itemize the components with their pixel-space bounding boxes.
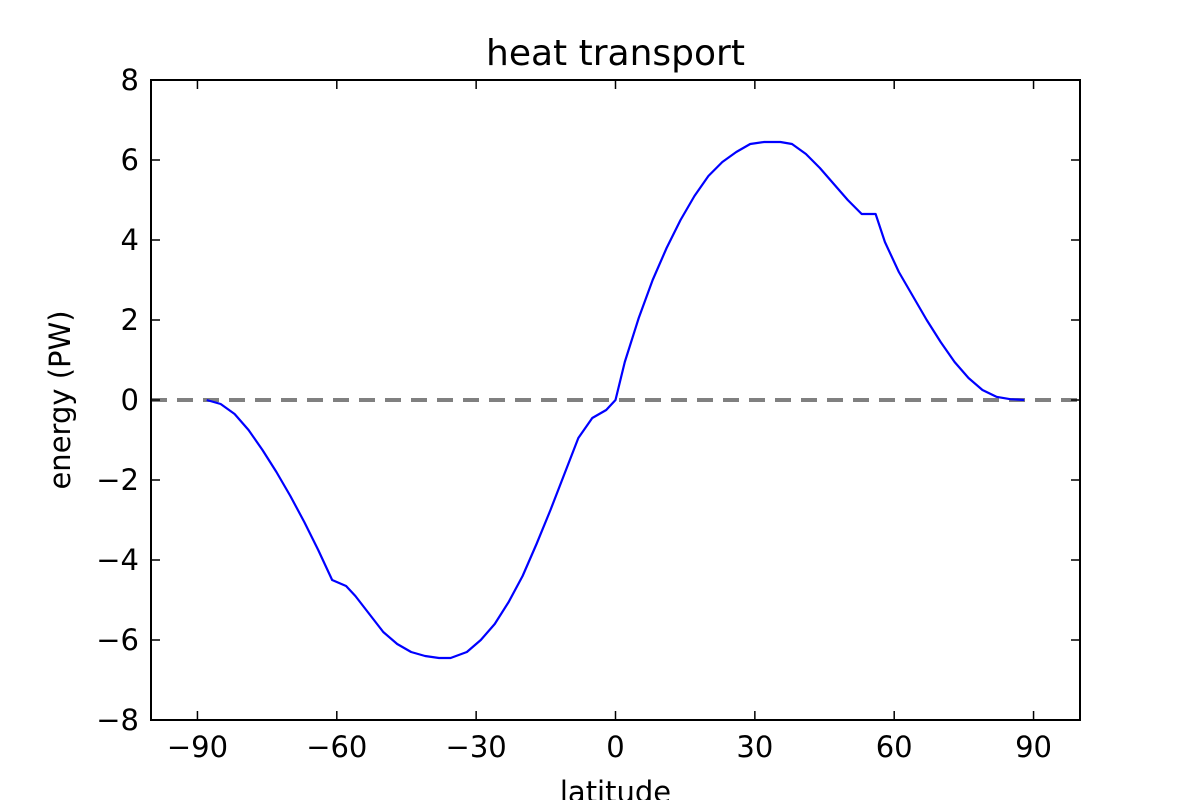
- y-tick-label: −8: [96, 703, 139, 737]
- y-axis-label: energy (PW): [43, 310, 77, 489]
- x-axis-label: latitude: [560, 775, 671, 800]
- plot-frame: [150, 79, 1081, 721]
- x-tick-label: −30: [446, 730, 507, 764]
- x-tick-label: 30: [736, 730, 773, 764]
- ticks-layer: −90 −60 −30 0 30 60 90 −8 −6 −4 −2 0 2 4 6 8: [96, 63, 1080, 764]
- y-tick-label: 0: [121, 383, 139, 417]
- y-tick-label: 8: [121, 63, 139, 97]
- x-tick-label: −90: [167, 730, 228, 764]
- y-tick-label: −4: [96, 543, 139, 577]
- heat-transport-line: [206, 140, 1025, 660]
- x-tick-label: −60: [306, 730, 367, 764]
- y-tick-label: 2: [121, 303, 139, 337]
- y-tick-label: −2: [96, 463, 139, 497]
- x-tick-label: 90: [1015, 730, 1052, 764]
- x-tick-label: 0: [606, 730, 624, 764]
- y-tick-label: −6: [96, 623, 139, 657]
- y-tick-label: 4: [121, 223, 139, 257]
- x-tick-label: 60: [876, 730, 913, 764]
- chart-title: heat transport: [486, 33, 745, 74]
- series-layer: [151, 140, 1080, 660]
- y-tick-label: 6: [121, 143, 139, 177]
